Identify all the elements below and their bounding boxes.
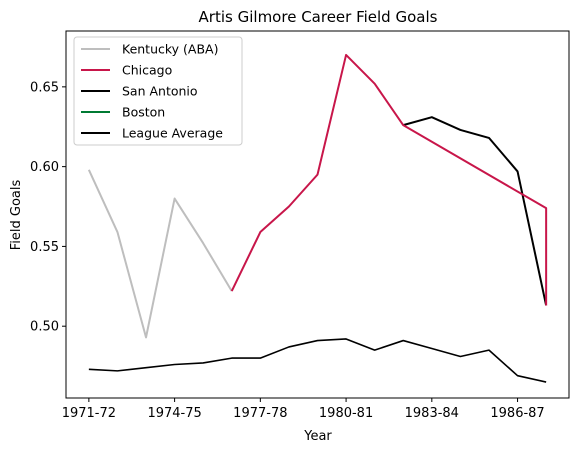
legend-entry-label: San Antonio (122, 84, 198, 99)
y-axis: 0.50 0.55 0.60 0.65 (30, 80, 66, 335)
y-axis-label: Field Goals (9, 180, 24, 251)
plot-area-frame (65, 30, 570, 399)
legend-entry-label: League Average (122, 126, 223, 141)
y-tick-label: 0.50 (30, 320, 59, 335)
legend-entry-label: Boston (122, 105, 165, 120)
chart-title: Artis Gilmore Career Field Goals (199, 8, 438, 26)
y-tick-label: 0.65 (30, 80, 59, 95)
series-line-kentucky-aba (87, 169, 233, 339)
x-tick-label: 1971-72 (62, 406, 116, 421)
x-tick-label: 1977-78 (233, 406, 287, 421)
series-line-chicago (230, 53, 548, 306)
x-tick-label: 1986-87 (490, 406, 544, 421)
series-line-san-antonio (402, 116, 548, 306)
series-layer (87, 53, 548, 383)
x-axis: 1971-72 1974-75 1977-78 1980-81 1983-84 1986-… (62, 398, 545, 421)
y-tick-label: 0.55 (30, 240, 59, 255)
x-axis-label: Year (303, 429, 332, 444)
legend-box (73, 36, 243, 146)
legend-entry-label: Chicago (122, 63, 172, 78)
x-tick-label: 1974-75 (147, 406, 201, 421)
legend-entry-label: Kentucky (ABA) (122, 42, 218, 57)
series-line-league-average (88, 338, 547, 383)
legend: Kentucky (ABA) Chicago San Antonio Boston Le… (73, 36, 243, 146)
x-tick-label: 1980-81 (319, 406, 373, 421)
y-tick-label: 0.60 (30, 160, 59, 175)
x-tick-label: 1983-84 (405, 406, 459, 421)
